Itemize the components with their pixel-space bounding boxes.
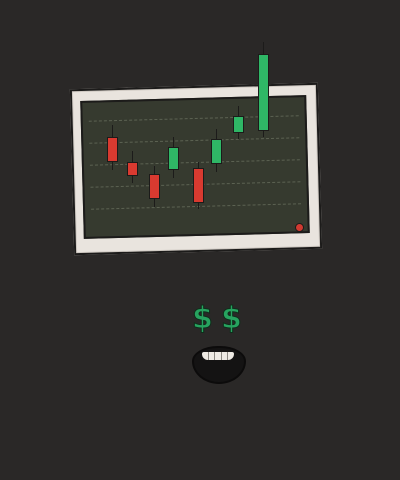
- tooth: [228, 352, 234, 360]
- candlestick-up: [258, 41, 269, 137]
- candlestick-down: [107, 125, 118, 170]
- power-led-indicator: [295, 223, 304, 232]
- candle-body: [107, 136, 118, 163]
- teeth: [202, 352, 234, 360]
- candle-body: [127, 162, 138, 176]
- candle-body: [233, 115, 244, 134]
- tooth: [209, 352, 216, 360]
- candle-body: [258, 53, 269, 132]
- tooth: [202, 352, 209, 360]
- tooth: [215, 352, 222, 360]
- candlestick-down: [193, 162, 204, 209]
- open-mouth: [192, 346, 246, 384]
- candle-body: [149, 173, 160, 200]
- grid-line: [89, 137, 300, 144]
- tooth: [222, 352, 229, 360]
- candle-body: [168, 146, 179, 170]
- candle-body: [193, 167, 204, 203]
- candlestick-up: [168, 136, 179, 178]
- candlestick-up: [211, 129, 222, 172]
- right-dollar-eye: $: [221, 301, 243, 336]
- candlestick-down: [127, 150, 138, 184]
- left-dollar-eye: $: [192, 301, 214, 336]
- candlestick-down: [149, 166, 160, 207]
- candle-body: [211, 138, 222, 165]
- candlestick-up: [233, 105, 244, 139]
